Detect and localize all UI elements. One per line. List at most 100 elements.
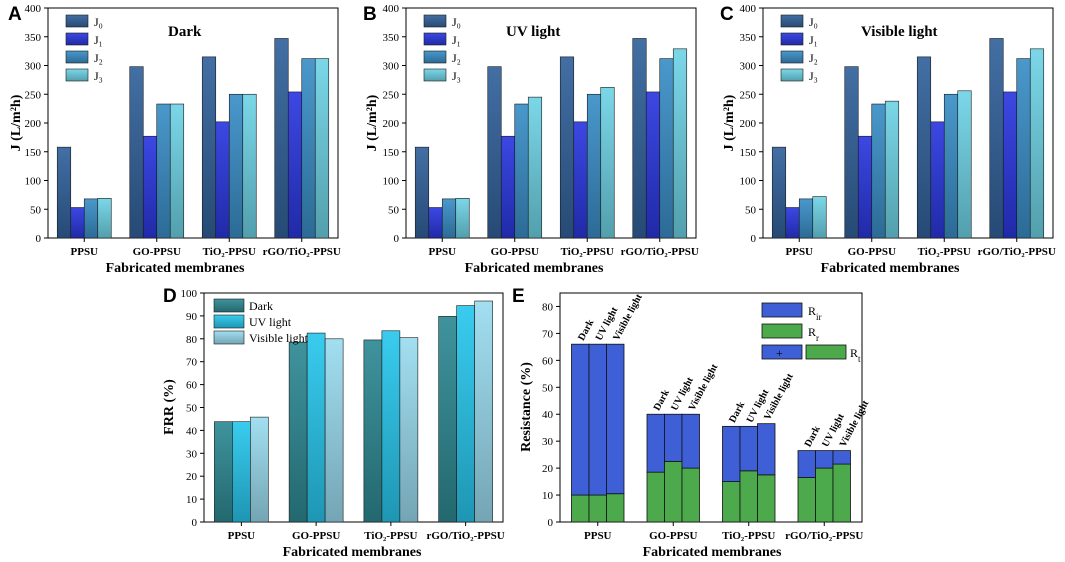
y-tick-label: 40 <box>542 409 554 421</box>
bar-rir <box>606 343 625 495</box>
y-tick-label: 10 <box>542 490 554 502</box>
category-label: GO-PPSU <box>292 530 340 542</box>
bar-rr <box>797 477 816 523</box>
y-tick-label: 200 <box>740 118 757 130</box>
bar-j1 <box>428 207 443 239</box>
y-axis-title: J (L/m²h) <box>9 94 24 151</box>
y-tick-label: 0 <box>36 233 42 245</box>
y-tick-label: 150 <box>383 147 400 159</box>
panel-label: D <box>163 286 177 307</box>
bar-rir <box>739 425 758 472</box>
bar-j1 <box>142 135 158 239</box>
category-label: PPSU <box>228 530 256 542</box>
bar-j0 <box>201 56 217 239</box>
y-tick-label: 400 <box>740 3 757 15</box>
category-label: TiO₂-PPSU <box>561 246 614 258</box>
bar-j0 <box>632 38 647 239</box>
legend-swatch <box>213 330 245 345</box>
y-tick-label: 50 <box>542 382 554 394</box>
bar-rir <box>646 413 665 473</box>
bar-j3 <box>884 100 900 239</box>
x-axis-title: Fabricated membranes <box>465 261 604 276</box>
legend-swatch <box>213 314 245 329</box>
panel-label: B <box>363 4 377 25</box>
bar-j1 <box>215 121 230 239</box>
chart-panel-d: 0 10 20 30 40 50 60 70 80 90 100 D Fabricated membra… <box>162 286 505 560</box>
bar-visible-light <box>474 300 493 523</box>
category-label: PPSU <box>584 530 612 542</box>
category-label: PPSU <box>786 246 814 258</box>
bar-j0 <box>989 38 1004 239</box>
legend-swatch <box>423 68 447 82</box>
bar-j2 <box>156 103 171 239</box>
legend-swatch <box>780 50 804 64</box>
legend-label: J₂ <box>809 51 818 65</box>
bar-dark <box>438 316 457 523</box>
y-tick-label: 200 <box>383 118 400 130</box>
bar-rr <box>646 471 665 523</box>
bar-rr <box>757 474 776 523</box>
bar-j0 <box>916 56 932 239</box>
legend-label: J₁ <box>809 33 818 47</box>
y-tick-label: 50 <box>186 403 198 415</box>
y-tick-label: 50 <box>745 204 757 216</box>
y-tick-label: 200 <box>25 118 42 130</box>
y-tick-label: 300 <box>383 61 400 73</box>
y-axis-title: J (L/m²h) <box>722 94 737 151</box>
bar-j1 <box>573 121 588 239</box>
panel-title: Visible light <box>861 24 938 40</box>
bar-j0 <box>771 146 787 239</box>
y-tick-label: 70 <box>542 328 554 340</box>
bar-visible-light <box>399 337 419 523</box>
legend-label: J₂ <box>94 51 103 65</box>
y-tick-label: 250 <box>25 89 42 101</box>
bar-j1 <box>1002 91 1018 239</box>
legend-swatch <box>65 50 89 64</box>
category-label: TiO₂-PPSU <box>203 246 256 258</box>
panel-label: A <box>8 4 22 25</box>
bar-j3 <box>600 87 615 239</box>
y-tick-label: 100 <box>740 176 757 188</box>
legend-label: J₁ <box>94 33 103 47</box>
plot-frame <box>559 292 863 523</box>
bar-j0 <box>274 38 289 239</box>
category-label: PPSU <box>429 246 457 258</box>
legend-label: UV light <box>249 315 292 329</box>
bar-j1 <box>857 135 873 239</box>
bar-j3 <box>672 48 688 239</box>
bar-uv-light <box>381 330 401 523</box>
bar-uv-light <box>456 305 475 523</box>
chart-panel-b: 0 50 100 150 200 250 300 350 400 B UV light Fabrica… <box>363 3 699 276</box>
bar-rr <box>815 467 834 523</box>
legend-label: Visible light <box>249 331 309 345</box>
panel-label: C <box>720 4 734 25</box>
y-tick-label: 20 <box>186 471 198 483</box>
bar-uv-light <box>232 421 251 523</box>
category-label: PPSU <box>71 246 99 258</box>
panel-title: UV light <box>506 24 560 40</box>
legend-label: J₀ <box>94 15 103 29</box>
y-tick-label: 400 <box>25 3 42 15</box>
legend-swatch <box>65 32 89 46</box>
bar-j2 <box>83 198 99 239</box>
category-label: rGO/TiO₂-PPSU <box>426 530 504 542</box>
y-tick-label: 60 <box>186 380 198 392</box>
y-axis-title: FRR (%) <box>162 379 177 435</box>
bar-rr <box>588 494 607 523</box>
category-label: rGO/TiO₂-PPSU <box>785 530 863 542</box>
y-tick-label: 350 <box>740 32 757 44</box>
y-tick-label: 10 <box>186 494 198 506</box>
bar-rir <box>815 450 834 469</box>
bar-rr <box>571 494 590 523</box>
legend-swatch-rir <box>761 302 803 318</box>
bar-rir <box>832 450 851 465</box>
category-label: rGO/TiO₂-PPSU <box>978 246 1056 258</box>
bar-visible-light <box>324 338 344 523</box>
y-tick-label: 100 <box>181 288 198 300</box>
y-tick-label: 250 <box>383 89 400 101</box>
y-tick-label: 70 <box>186 357 198 369</box>
y-tick-label: 80 <box>542 301 554 313</box>
y-tick-label: 20 <box>542 463 554 475</box>
y-tick-label: 150 <box>740 147 757 159</box>
bar-j2 <box>301 58 316 239</box>
